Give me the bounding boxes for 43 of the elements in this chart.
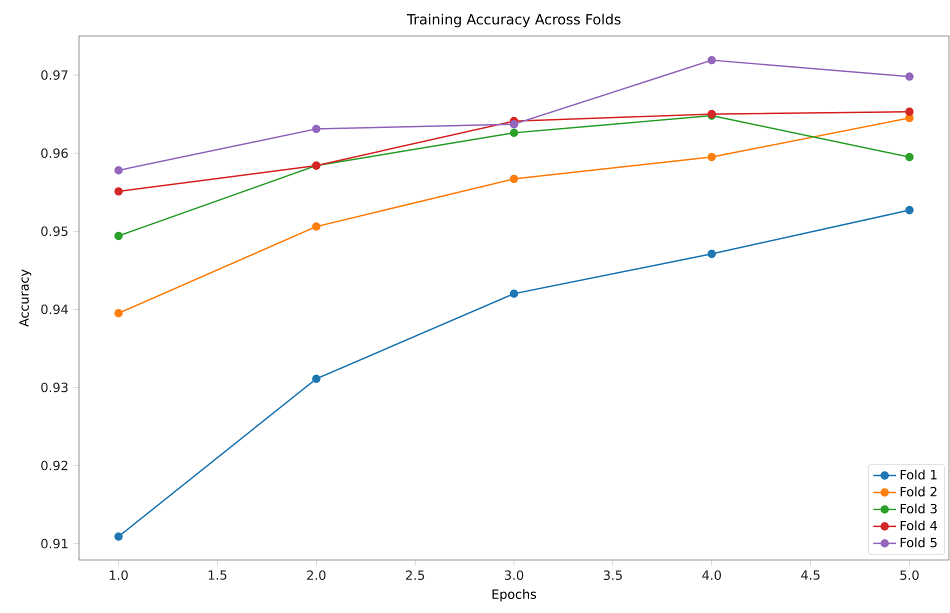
x-tick-label: 2.0 <box>307 570 326 580</box>
x-axis-title: Epochs <box>492 589 536 602</box>
point <box>114 187 123 196</box>
point <box>708 56 716 64</box>
y-tick-label: 0.92 <box>41 460 68 470</box>
x-tick-label: 4.0 <box>702 570 721 580</box>
legend-label: Fold 3 <box>900 504 937 514</box>
point <box>114 232 123 240</box>
point <box>510 174 518 184</box>
point <box>708 152 716 162</box>
point <box>114 532 123 541</box>
point <box>312 222 320 231</box>
point <box>905 72 914 81</box>
y-tick-label: 0.96 <box>41 148 68 158</box>
x-tick-label: 1.5 <box>208 570 226 580</box>
point <box>114 309 123 318</box>
point <box>905 108 914 116</box>
point <box>114 166 123 175</box>
point <box>905 206 914 214</box>
y-tick-label: 0.93 <box>41 382 68 392</box>
y-tick-label: 0.94 <box>41 304 68 314</box>
point <box>510 289 518 298</box>
y-tick-label: 0.91 <box>41 538 68 548</box>
point <box>708 250 716 258</box>
legend-label: Fold 2 <box>900 486 936 496</box>
x-tick-label: 5.0 <box>900 570 919 580</box>
x-tick-label: 4.5 <box>801 570 820 580</box>
legend-label: Fold 4 <box>900 520 938 530</box>
y-tick-label: 0.95 <box>41 226 68 236</box>
point <box>905 152 914 162</box>
point <box>312 374 320 384</box>
x-tick-label: 1.0 <box>110 570 128 580</box>
x-tick-label: 3.0 <box>504 570 524 580</box>
y-axis-title: Accuracy <box>19 269 32 327</box>
chart-title: Training Accuracy Across Folds <box>406 14 621 28</box>
point <box>510 128 518 138</box>
x-tick-label: 3.5 <box>604 570 622 580</box>
point <box>510 120 518 128</box>
legend-label: Fold 5 <box>900 538 937 548</box>
legend-label: Fold 1 <box>900 470 937 480</box>
point <box>312 124 320 134</box>
y-tick-label: 0.97 <box>41 70 68 80</box>
x-tick-label: 2.5 <box>406 570 424 580</box>
